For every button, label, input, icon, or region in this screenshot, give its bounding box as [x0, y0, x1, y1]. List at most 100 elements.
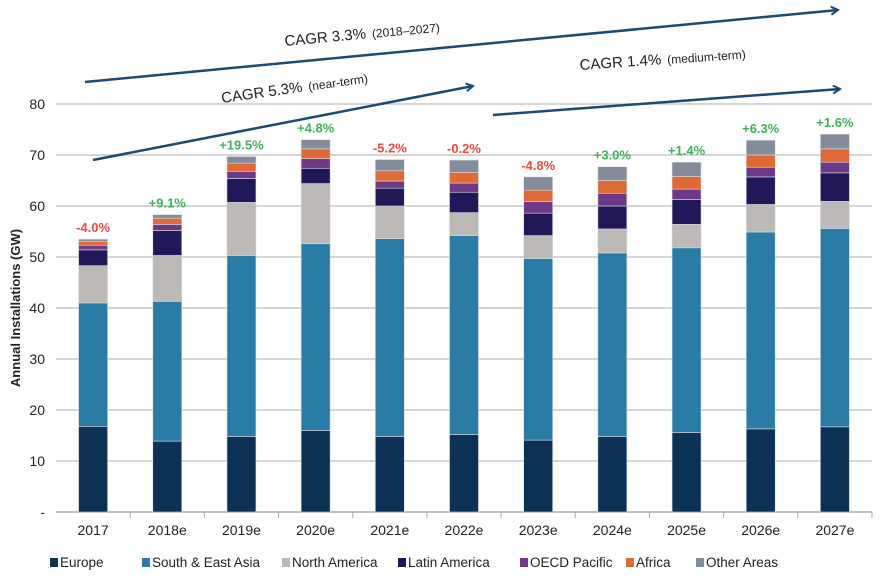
- bar-segment-europe: [300, 430, 331, 513]
- bar-segment-latin-america: [671, 199, 702, 225]
- cagr-arrow: [492, 89, 840, 117]
- x-tick-label: 2022e: [445, 522, 484, 538]
- growth-label: +6.3%: [742, 121, 780, 136]
- legend-swatch: [282, 558, 290, 567]
- bar-segment-europe: [375, 436, 405, 513]
- growth-label: +1.4%: [668, 143, 706, 158]
- legend-swatch: [398, 558, 406, 567]
- bar-segment-south-east-asia: [523, 258, 553, 441]
- bar-segment-oecd-pacific: [375, 180, 405, 189]
- bar-segment-africa: [745, 154, 776, 168]
- bar-segment-other-areas: [523, 176, 553, 191]
- bar-segment-north-america: [820, 201, 850, 229]
- bar-segment-latin-america: [745, 176, 776, 205]
- growth-label: -4.0%: [76, 220, 110, 235]
- bar-segment-africa: [597, 180, 628, 194]
- legend-swatch: [142, 558, 150, 567]
- bar-segment-europe: [78, 426, 108, 513]
- bar-segment-oecd-pacific: [671, 188, 702, 200]
- bar-segment-africa: [78, 241, 108, 246]
- bar-segment-europe: [597, 436, 628, 513]
- x-tick-label: 2023e: [519, 522, 558, 538]
- legend-label: South & East Asia: [152, 555, 261, 570]
- y-axis-label: Annual Installations (GW): [8, 229, 23, 387]
- bar-segment-latin-america: [820, 172, 850, 202]
- bar-segment-other-areas: [226, 156, 257, 164]
- bar-segment-africa: [226, 162, 257, 172]
- bar-segment-other-areas: [449, 159, 479, 173]
- bar-segment-north-america: [523, 235, 553, 259]
- x-tick-label: 2024e: [593, 522, 632, 538]
- bar-segment-latin-america: [300, 167, 331, 184]
- y-tick-label: 70: [29, 147, 45, 163]
- bar-segment-africa: [449, 172, 479, 184]
- bar-segment-south-east-asia: [226, 255, 257, 437]
- legend: Europe South & East Asia North America Lati…: [50, 555, 778, 570]
- bar-segment-oecd-pacific: [597, 192, 628, 207]
- x-tick-label: 2018e: [148, 522, 187, 538]
- bar-segment-latin-america: [449, 191, 479, 213]
- bar-segment-north-america: [300, 183, 331, 245]
- bar-segment-north-america: [226, 202, 257, 256]
- bar-segment-europe: [152, 440, 183, 513]
- x-tick-label: 2026e: [741, 522, 780, 538]
- bar-segment-oecd-pacific: [449, 182, 479, 193]
- bar-segment-oecd-pacific: [226, 171, 257, 179]
- bar-segment-latin-america: [597, 205, 628, 230]
- bar-segment-oecd-pacific: [523, 201, 553, 214]
- cagr-label: CAGR 1.4% (medium-term): [579, 45, 746, 74]
- x-tick-label: 2025e: [667, 522, 706, 538]
- bar-segment-north-america: [597, 228, 628, 254]
- legend-label: Europe: [60, 555, 104, 570]
- cagr-value: CAGR 1.4%: [579, 51, 662, 74]
- y-tick-label: 80: [29, 96, 45, 112]
- x-tick-label: 2017: [78, 522, 109, 538]
- bar-segment-south-east-asia: [671, 247, 702, 433]
- x-tick-label: 2021e: [370, 522, 409, 538]
- y-tick-label: 40: [29, 300, 45, 316]
- y-tick-label: 20: [29, 402, 45, 418]
- cagr-period: (medium-term): [667, 47, 746, 66]
- bar-segment-north-america: [78, 265, 108, 304]
- cagr-arrow: [84, 10, 838, 84]
- growth-label: -0.2%: [447, 141, 481, 156]
- bar-segment-africa: [820, 148, 850, 163]
- cagr-value: CAGR 3.3%: [284, 26, 367, 50]
- bar-segment-other-areas: [820, 133, 850, 150]
- bar-segment-africa: [671, 176, 702, 190]
- cagr-label: CAGR 3.3% (2018–2027): [284, 19, 441, 50]
- bar-segment-other-areas: [152, 214, 183, 219]
- bar-segment-north-america: [671, 224, 702, 249]
- legend-label: Latin America: [408, 555, 490, 570]
- y-axis-ticks: - 10 20 30 40 50 60 70 80: [29, 96, 45, 520]
- cagr-period: (2018–2027): [371, 21, 440, 41]
- bar-segment-south-east-asia: [449, 235, 479, 435]
- bar-segment-europe: [745, 428, 776, 513]
- bar-segment-south-east-asia: [597, 252, 628, 437]
- growth-label: -4.8%: [521, 158, 555, 173]
- bar-segment-latin-america: [226, 178, 257, 203]
- bar-segment-africa: [375, 170, 405, 182]
- growth-label: +19.5%: [219, 138, 264, 153]
- bar-segment-latin-america: [523, 212, 553, 236]
- bar-segment-north-america: [152, 255, 183, 302]
- bar-segment-other-areas: [375, 159, 405, 172]
- bar-segment-other-areas: [671, 161, 702, 177]
- bar-segment-north-america: [745, 204, 776, 233]
- y-tick-label: 10: [29, 453, 45, 469]
- bar-segment-south-east-asia: [375, 238, 405, 437]
- cagr-period: (near-term): [307, 72, 368, 94]
- legend-swatch: [520, 558, 528, 567]
- y-tick-label: 50: [29, 249, 45, 265]
- legend-label: OECD Pacific: [530, 555, 613, 570]
- x-axis-ticks: 2017 2018e 2019e 2020e 2021e 2022e 2023e 2024e 2…: [78, 522, 855, 538]
- bar-segment-other-areas: [745, 139, 776, 156]
- bar-segment-europe: [226, 436, 257, 513]
- bar-segment-oecd-pacific: [78, 244, 108, 251]
- y-tick-label: 30: [29, 351, 45, 367]
- bar-segment-south-east-asia: [745, 231, 776, 430]
- x-tick-label: 2020e: [296, 522, 335, 538]
- growth-label: +4.8%: [297, 121, 335, 136]
- y-tick-label: -: [40, 504, 45, 520]
